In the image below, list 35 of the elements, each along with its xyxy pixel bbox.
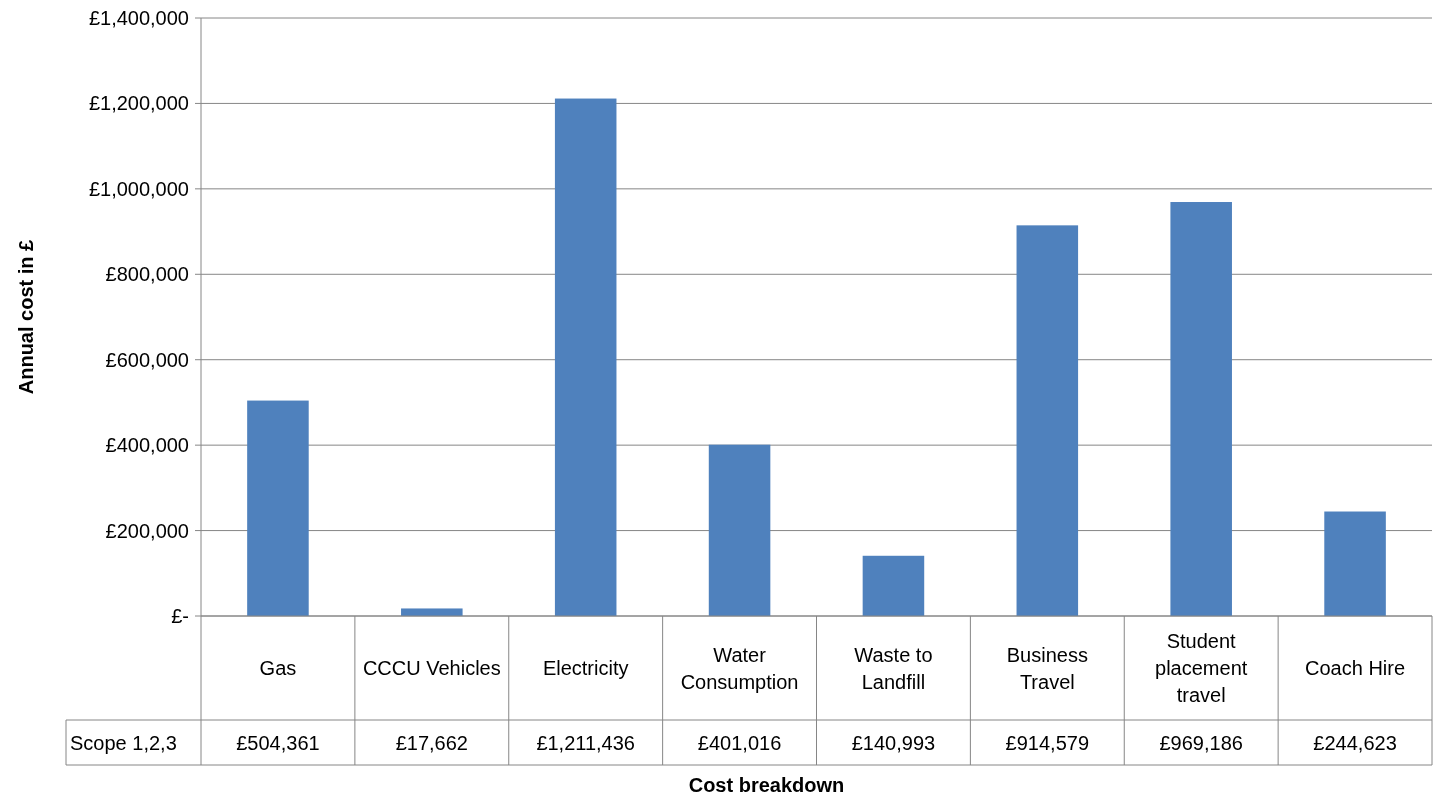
y-tick-label: £400,000 [105,434,189,457]
bar [247,400,309,616]
data-label: £401,016 [697,731,782,754]
data-label: £504,361 [236,731,320,754]
x-tick-label: CCCU Vehicles [362,657,501,679]
y-tick-label: £1,200,000 [88,92,189,115]
data-label: £914,579 [1005,731,1090,754]
x-axis-title: Cost breakdown [688,774,845,796]
bar [1170,202,1232,616]
bar [401,608,463,616]
x-tick-label: Water Consumption [680,643,799,693]
y-tick-label: £- [171,605,189,627]
x-tick-label: Gas [259,657,297,679]
y-tick-label: £200,000 [105,519,189,542]
data-label: £17,662 [395,731,468,754]
x-tick-label: Waste to Landfill [854,643,933,693]
bar [708,444,771,616]
data-label: £1,211,436 [536,731,635,754]
x-tick-label: Student placement travel [1155,630,1248,706]
y-tick-label: £800,000 [105,263,189,286]
bar [1016,225,1079,616]
x-tick-label: Coach Hire [1305,657,1406,679]
x-tick-label: Business Travel [1006,643,1088,693]
y-tick-label: £1,000,000 [88,177,189,200]
bar [554,98,617,616]
y-tick-label: £600,000 [105,348,189,371]
data-label: £244,623 [1313,731,1397,754]
text: Scope 1,2,3 [70,731,177,754]
data-label: £140,993 [851,731,936,754]
bar [862,555,925,616]
x-tick-label: Electricity [542,657,629,679]
y-tick-label: £1,400,000 [88,7,189,29]
y-axis-title: Annual cost in £ [15,239,37,395]
data-label: £969,186 [1159,731,1243,754]
bar [1324,511,1386,616]
